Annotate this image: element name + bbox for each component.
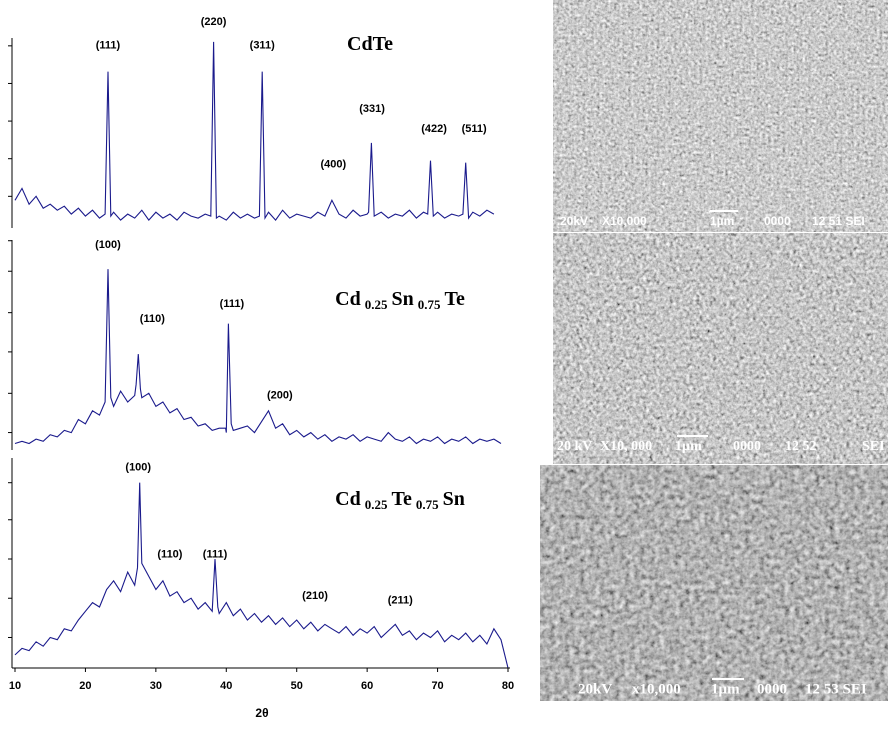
sem-caption: 0000 <box>757 681 787 697</box>
sem-caption: 1µm <box>710 214 734 228</box>
x-tick-label: 30 <box>150 680 162 692</box>
x-tick-label: 40 <box>220 680 232 692</box>
title-subscript: 0.25 <box>365 297 388 312</box>
xrd-line <box>14 482 509 669</box>
peak-label: (311) <box>250 40 275 52</box>
sem-caption: 20kV <box>560 214 588 228</box>
peak-label: (100) <box>95 239 121 251</box>
title-subscript: 0.25 <box>365 497 388 512</box>
panel-title: CdTe <box>347 33 393 55</box>
title-part: Te <box>444 288 465 310</box>
x-tick-label: 50 <box>291 680 303 692</box>
peak-label: (210) <box>302 590 328 602</box>
peak-label: (110) <box>140 313 165 325</box>
panel-title: Cd 0.25 Sn 0.75 Te <box>335 288 465 312</box>
peak-label: (111) <box>96 40 121 52</box>
sem-texture <box>553 233 888 464</box>
sem-caption: 12 51 SEI <box>812 214 865 228</box>
peak-label: (511) <box>462 123 487 135</box>
title-part: Cd <box>335 288 361 310</box>
peak-label: (200) <box>267 389 293 401</box>
peak-label: (111) <box>203 549 228 561</box>
sem-caption: 0000 <box>733 439 761 454</box>
x-tick-label: 80 <box>502 680 514 692</box>
sem-caption: 20 kV <box>557 439 592 454</box>
peak-label: (331) <box>359 103 385 115</box>
xrd-line <box>14 41 495 221</box>
title-part: Sn <box>391 288 413 310</box>
sem-caption: SEI <box>862 439 885 454</box>
sem-caption: 0000 <box>764 214 791 228</box>
title-subscript: 0.75 <box>416 497 439 512</box>
peak-label: (220) <box>201 16 227 28</box>
x-tick-label: 60 <box>361 680 373 692</box>
sem-caption: 1µm <box>711 681 740 697</box>
sem-texture <box>553 0 888 232</box>
panel-title: Cd 0.25 Te 0.75 Sn <box>335 488 465 512</box>
peak-label: (422) <box>421 123 447 135</box>
peak-label: (111) <box>220 298 245 310</box>
peak-label: (400) <box>320 159 346 171</box>
peak-label: (110) <box>157 549 182 561</box>
sem-texture <box>540 465 888 701</box>
xrd-line <box>14 269 502 445</box>
sem-caption: 12 53 SEI <box>805 681 867 697</box>
peak-label: (100) <box>125 461 151 473</box>
sem-caption: x10,000 <box>632 681 681 697</box>
x-tick-label: 10 <box>9 680 21 692</box>
sem-caption: X10, 000 <box>600 439 652 454</box>
sem-caption: X10,000 <box>602 214 647 228</box>
title-part: Sn <box>443 488 465 510</box>
title-part: Cd <box>335 488 361 510</box>
sem-caption: 1µm <box>675 439 702 454</box>
sem-caption: 12 52 <box>785 439 817 454</box>
sem-caption: 20kV <box>578 681 612 697</box>
title-part: Te <box>391 488 412 510</box>
x-tick-label: 70 <box>431 680 443 692</box>
x-tick-label: 20 <box>79 680 91 692</box>
title-subscript: 0.75 <box>418 297 441 312</box>
x-axis-label: 2θ <box>255 706 268 720</box>
title-part: CdTe <box>347 33 393 55</box>
peak-label: (211) <box>388 594 413 606</box>
